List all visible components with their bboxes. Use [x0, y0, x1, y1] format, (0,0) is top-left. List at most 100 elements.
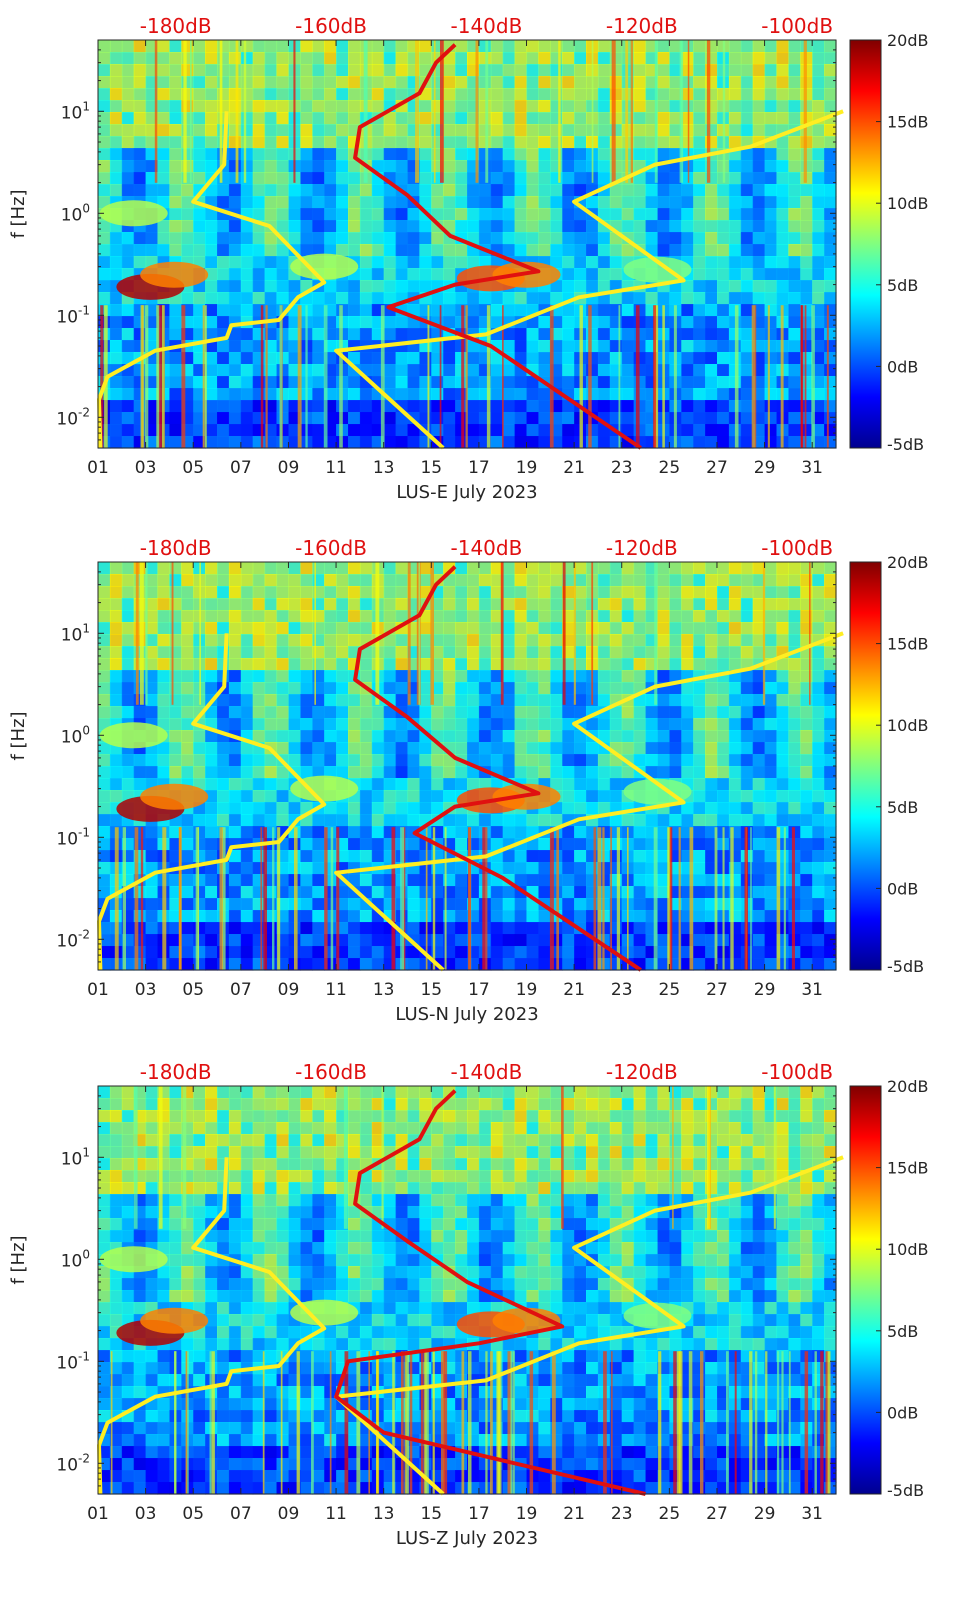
y-tick-label: 100 [61, 1247, 90, 1271]
colorbar-tick-label: -5dB [887, 435, 924, 454]
x-tick-label: 17 [468, 458, 490, 478]
colorbar-tick-label: 5dB [887, 276, 918, 295]
y-axis-label: f [Hz] [8, 189, 29, 238]
x-axis-label: LUS-Z July 2023 [396, 1528, 538, 1549]
colorbar-tick-label: 0dB [887, 1403, 918, 1422]
x-tick-label: 19 [516, 980, 538, 1000]
x-tick-label: 19 [516, 458, 538, 478]
colorbar-tick-label: -5dB [887, 1481, 924, 1500]
x-tick-label: 27 [706, 980, 728, 1000]
psd-axis-label: -120dB [606, 14, 678, 38]
colorbar-tick-label: 10dB [887, 194, 929, 213]
colorbar-tick-label: 15dB [887, 1159, 929, 1178]
colorbar-tick-label: 20dB [887, 553, 929, 572]
energy-blob [492, 1307, 561, 1334]
x-tick-label: 13 [373, 1504, 395, 1524]
x-tick-label: 11 [325, 458, 347, 478]
x-tick-label: 25 [659, 980, 681, 1000]
x-tick-label: 01 [87, 1504, 109, 1524]
colorbar-tick-label: 15dB [887, 635, 929, 654]
noise-model-high-line [334, 109, 844, 450]
energy-blob [99, 200, 168, 227]
x-tick-label: 27 [706, 1504, 728, 1524]
psd-axis-label: -180dB [140, 14, 212, 38]
x-axis-label: LUS-N July 2023 [395, 1004, 538, 1025]
x-tick-label: 31 [801, 1504, 823, 1524]
colorbar-tick-label: 15dB [887, 113, 929, 132]
energy-blob [140, 1307, 209, 1334]
spectrogram-panel: 01 03 05 07 09 11 13 15 17 19 21 23 25 27 29 31 10-2 10-1… [8, 14, 929, 503]
colorbar-tick-label: 20dB [887, 1077, 929, 1096]
psd-axis-label: -140dB [451, 14, 523, 38]
x-tick-label: 07 [230, 980, 252, 1000]
psd-axis-label: -100dB [761, 1060, 833, 1084]
colorbar [849, 39, 882, 449]
spectrogram-panel: 01 03 05 07 09 11 13 15 17 19 21 23 25 27 29 31 10-2 10-1… [8, 1060, 929, 1549]
energy-blob [290, 253, 359, 280]
x-tick-label: 19 [516, 1504, 538, 1524]
x-tick-label: 21 [563, 1504, 585, 1524]
x-tick-label: 31 [801, 458, 823, 478]
psd-axis-label: -180dB [140, 536, 212, 560]
psd-axis-label: -180dB [140, 1060, 212, 1084]
spectrogram-panel: 01 03 05 07 09 11 13 15 17 19 21 23 25 27 29 31 10-2 10-1… [8, 536, 929, 1025]
y-tick-label: 100 [61, 201, 90, 225]
x-tick-label: 03 [135, 980, 157, 1000]
x-tick-label: 29 [754, 980, 776, 1000]
x-tick-label: 05 [182, 980, 204, 1000]
x-tick-label: 05 [182, 1504, 204, 1524]
colorbar [849, 561, 882, 971]
y-tick-label: 101 [61, 1145, 90, 1169]
psd-axis-label: -100dB [761, 536, 833, 560]
noise-model-low-line [97, 1157, 327, 1495]
colorbar-tick-label: 0dB [887, 357, 918, 376]
x-tick-label: 15 [420, 1504, 442, 1524]
x-tick-label: 21 [563, 980, 585, 1000]
energy-blob [99, 1246, 168, 1273]
median-psd-line [334, 1089, 646, 1496]
x-tick-label: 27 [706, 458, 728, 478]
x-tick-label: 21 [563, 458, 585, 478]
x-tick-label: 17 [468, 980, 490, 1000]
psd-axis-label: -120dB [606, 1060, 678, 1084]
x-tick-label: 05 [182, 458, 204, 478]
x-tick-label: 23 [611, 1504, 633, 1524]
x-tick-label: 09 [278, 458, 300, 478]
psd-axis-label: -160dB [295, 536, 367, 560]
x-tick-label: 29 [754, 458, 776, 478]
noise-model-high-line [334, 631, 844, 972]
y-tick-label: 100 [61, 723, 90, 747]
x-tick-label: 07 [230, 1504, 252, 1524]
x-tick-label: 17 [468, 1504, 490, 1524]
x-tick-label: 15 [420, 458, 442, 478]
y-tick-label: 10-1 [56, 825, 90, 849]
colorbar-tick-label: 5dB [887, 1322, 918, 1341]
energy-blob [140, 261, 209, 288]
psd-axis-label: -160dB [295, 1060, 367, 1084]
x-tick-label: 03 [135, 1504, 157, 1524]
spectrogram-image [98, 562, 837, 971]
y-axis-label: f [Hz] [8, 1235, 29, 1284]
x-tick-label: 25 [659, 1504, 681, 1524]
psd-axis-label: -160dB [295, 14, 367, 38]
y-tick-label: 10-1 [56, 303, 90, 327]
colorbar-tick-label: 10dB [887, 716, 929, 735]
x-tick-label: 31 [801, 980, 823, 1000]
x-tick-label: 13 [373, 458, 395, 478]
colorbar-tick-label: -5dB [887, 957, 924, 976]
noise-model-high-line [334, 1155, 844, 1496]
colorbar-tick-label: 10dB [887, 1240, 929, 1259]
energy-blob [290, 775, 359, 802]
median-psd-line [353, 565, 642, 972]
x-tick-label: 29 [754, 1504, 776, 1524]
spectrogram-image [98, 40, 837, 449]
x-tick-label: 03 [135, 458, 157, 478]
x-tick-label: 25 [659, 458, 681, 478]
energy-blob [99, 722, 168, 749]
x-tick-label: 23 [611, 980, 633, 1000]
x-tick-label: 13 [373, 980, 395, 1000]
colorbar-tick-label: 20dB [887, 31, 929, 50]
x-tick-label: 23 [611, 458, 633, 478]
noise-model-low-line [97, 111, 327, 449]
x-tick-label: 01 [87, 980, 109, 1000]
